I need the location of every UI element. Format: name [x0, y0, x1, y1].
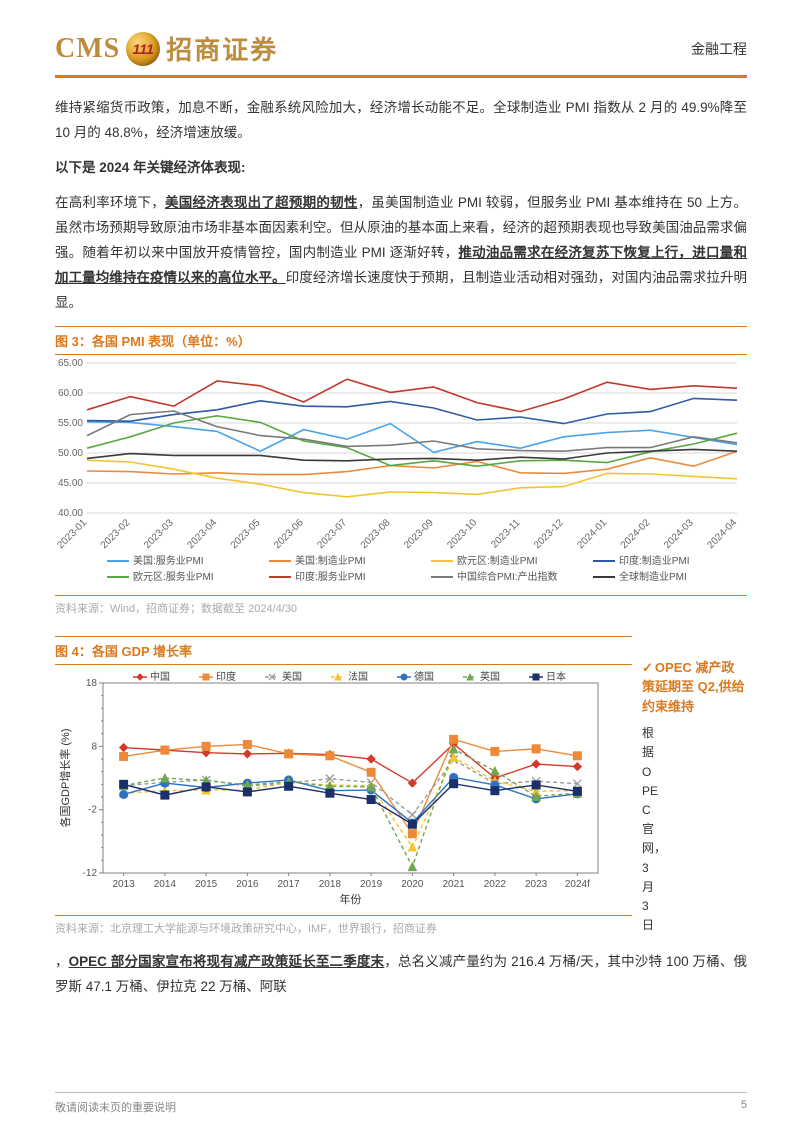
svg-text:2017: 2017	[278, 879, 301, 890]
svg-text:2024-02: 2024-02	[619, 517, 653, 551]
svg-text:2020: 2020	[401, 879, 424, 890]
svg-text:印度:服务业PMI: 印度:服务业PMI	[295, 570, 366, 583]
svg-text:2023-01: 2023-01	[55, 517, 89, 551]
figure-4-chart: -12 -2 8 18 各国GDP增长率 (%) 2013 2014 2015 2016 2017…	[55, 665, 632, 915]
figure-3-chart: 40.00 45.00 50.00 55.00 60.00 65.00 2023-01 202…	[55, 355, 747, 595]
figure-4-source: 资料来源：北京理工大学能源与环境政策研究中心，IMF，世界银行，招商证券	[55, 915, 632, 950]
svg-text:法国: 法国	[348, 670, 368, 683]
svg-text:2023-11: 2023-11	[489, 517, 523, 551]
svg-text:45.00: 45.00	[58, 478, 83, 489]
svg-text:中国综合PMI:产出指数: 中国综合PMI:产出指数	[457, 570, 558, 583]
svg-text:2023-08: 2023-08	[359, 517, 393, 551]
header-rule	[55, 75, 747, 78]
brand-logo: CMS 111 招商证券	[55, 30, 278, 67]
svg-text:2023-07: 2023-07	[315, 517, 349, 551]
svg-text:2023-12: 2023-12	[532, 517, 566, 551]
svg-text:2024-03: 2024-03	[662, 517, 696, 551]
sidebar-highlight: OPEC 减产政策延期至 Q2,供给约束维持	[642, 658, 747, 717]
logo-cms-text: CMS	[55, 33, 120, 65]
svg-text:全球制造业PMI: 全球制造业PMI	[619, 570, 687, 583]
svg-text:各国GDP增长率 (%): 各国GDP增长率 (%)	[58, 728, 72, 827]
svg-text:2013: 2013	[113, 879, 136, 890]
svg-text:55.00: 55.00	[58, 418, 83, 429]
svg-text:印度: 印度	[216, 670, 236, 683]
svg-text:2023-05: 2023-05	[229, 517, 263, 551]
svg-text:美国: 美国	[282, 670, 302, 683]
svg-text:2023-06: 2023-06	[272, 517, 306, 551]
svg-text:8: 8	[91, 741, 97, 752]
svg-text:2024-04: 2024-04	[705, 517, 739, 551]
paragraph-3: 在高利率环境下，美国经济表现出了超预期的韧性，虽美国制造业 PMI 较弱，但服务…	[55, 191, 747, 316]
svg-text:2024f: 2024f	[565, 879, 590, 890]
svg-text:年份: 年份	[340, 892, 362, 906]
logo-zh-text: 招商证券	[166, 30, 278, 67]
logo-badge: 111	[126, 32, 160, 66]
svg-text:日本: 日本	[546, 670, 566, 683]
svg-text:50.00: 50.00	[58, 448, 83, 459]
svg-text:英国: 英国	[480, 670, 500, 683]
svg-text:中国: 中国	[150, 670, 170, 683]
svg-text:2021: 2021	[443, 879, 466, 890]
svg-text:-12: -12	[83, 868, 98, 879]
svg-text:美国:制造业PMI: 美国:制造业PMI	[295, 554, 366, 567]
svg-text:2023-03: 2023-03	[142, 517, 176, 551]
svg-text:2014: 2014	[154, 879, 177, 890]
svg-text:-2: -2	[88, 804, 97, 815]
svg-text:2015: 2015	[195, 879, 218, 890]
paragraph-4: ，OPEC 部分国家宣布将现有减产政策延长至二季度末，总名义减产量约为 216.…	[55, 950, 747, 1000]
paragraph-1: 维持紧缩货币政策，加息不断，金融系统风险加大，经济增长动能不足。全球制造业 PM…	[55, 96, 747, 146]
figure-4-title: 图 4：各国 GDP 增长率	[55, 636, 632, 665]
svg-text:美国:服务业PMI: 美国:服务业PMI	[133, 554, 204, 567]
svg-text:2016: 2016	[236, 879, 259, 890]
page-footer: 敬请阅读末页的重要说明 5	[55, 1092, 747, 1115]
sidebar-narrow-text: 根据OPEC官网，3月3日	[642, 724, 658, 935]
paragraph-2-heading: 以下是 2024 年关键经济体表现:	[55, 156, 747, 181]
svg-text:2019: 2019	[360, 879, 383, 890]
svg-text:2023-10: 2023-10	[445, 517, 479, 551]
footer-note: 敬请阅读末页的重要说明	[55, 1099, 176, 1115]
svg-text:欧元区:服务业PMI: 欧元区:服务业PMI	[133, 570, 214, 583]
svg-text:德国: 德国	[414, 670, 434, 683]
figure-3-title: 图 3：各国 PMI 表现（单位：%）	[55, 326, 747, 355]
header-category: 金融工程	[691, 39, 747, 59]
page-number: 5	[741, 1099, 747, 1115]
svg-text:2023-04: 2023-04	[185, 517, 219, 551]
svg-text:60.00: 60.00	[58, 388, 83, 399]
svg-text:18: 18	[86, 678, 98, 689]
svg-text:欧元区:制造业PMI: 欧元区:制造业PMI	[457, 554, 538, 567]
svg-text:2023-09: 2023-09	[402, 517, 436, 551]
svg-text:40.00: 40.00	[58, 508, 83, 519]
svg-text:印度:制造业PMI: 印度:制造业PMI	[619, 554, 690, 567]
svg-text:2024-01: 2024-01	[575, 517, 609, 551]
svg-text:2023-02: 2023-02	[99, 517, 133, 551]
figure-3-source: 资料来源：Wind，招商证券；数据截至 2024/4/30	[55, 595, 747, 630]
svg-text:65.00: 65.00	[58, 358, 83, 369]
svg-text:2023: 2023	[525, 879, 548, 890]
svg-text:2018: 2018	[319, 879, 342, 890]
page-header: CMS 111 招商证券 金融工程	[55, 30, 747, 75]
svg-text:2022: 2022	[484, 879, 507, 890]
